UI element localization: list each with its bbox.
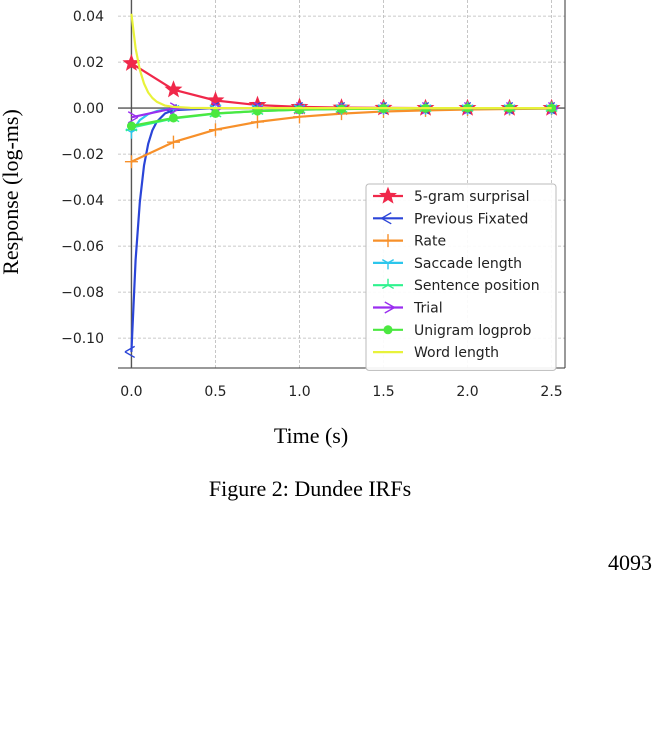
y-axis-label: Response (log-ms) [0, 109, 23, 275]
legend-item-word-length: Word length [373, 345, 499, 361]
legend-label: Unigram logprob [414, 323, 532, 339]
axes: 0.0 0.5 1.0 1.5 2.0 2.5 0.04 0.02 0.00 −0.02 −0.04… [61, 0, 566, 400]
legend-label: Word length [414, 345, 499, 361]
data-point-unigram-logprob [126, 121, 136, 131]
x-tick-label: 1.0 [288, 384, 310, 400]
data-point-previous-fixated [124, 345, 136, 359]
legend-item-5-gram-surprisal: 5-gram surprisal [373, 186, 530, 205]
data-point-saccade-length [125, 128, 138, 139]
data-point-unigram-logprob [210, 108, 220, 118]
data-point-rate [124, 155, 138, 169]
x-tick-label: 2.0 [456, 384, 478, 400]
legend-item-sentence-position: Sentence position [373, 278, 540, 294]
legend-marker [381, 212, 392, 225]
legend: 5-gram surprisal Previous Fixated Rate Sacc… [365, 183, 557, 371]
x-tick-label: 1.5 [372, 384, 394, 400]
y-tick-label: −0.06 [61, 239, 104, 255]
legend-label: Sentence position [414, 278, 540, 294]
data-point-rate [208, 123, 222, 137]
y-tick-label: −0.08 [61, 285, 104, 301]
y-tick-label: 0.00 [73, 101, 104, 117]
y-tick-label: −0.02 [61, 147, 104, 163]
x-tick-label: 0.5 [204, 384, 226, 400]
legend-frame [365, 183, 557, 371]
data-point-unigram-logprob [168, 113, 178, 123]
y-tick-label: −0.04 [61, 193, 104, 209]
x-tick-label: 2.5 [540, 384, 562, 400]
x-tick-label: 0.0 [120, 384, 142, 400]
data-point-5-gram-surprisal [164, 80, 183, 98]
legend-label: Trial [413, 301, 443, 317]
legend-label: 5-gram surprisal [414, 189, 530, 205]
legend-marker [379, 186, 397, 204]
irf-chart: 0.0 0.5 1.0 1.5 2.0 2.5 0.04 0.02 0.00 −0.02 −0.04… [0, 0, 566, 448]
data-point-unigram-logprob [294, 105, 304, 115]
figure-caption: Figure 2: Dundee IRFs [208, 476, 412, 501]
legend-marker [383, 325, 393, 335]
series-word-length [130, 13, 552, 110]
page-number: 4093 [608, 550, 652, 575]
y-tick-label: 0.04 [73, 9, 104, 25]
legend-item-unigram-logprob: Unigram logprob [373, 323, 532, 339]
legend-item-trial: Trial [373, 301, 443, 317]
legend-item-rate: Rate [373, 234, 446, 250]
legend-marker [384, 301, 395, 314]
y-tick-label: 0.02 [73, 55, 104, 71]
legend-item-saccade-length: Saccade length [373, 256, 522, 272]
y-tick-label: −0.10 [61, 331, 104, 347]
legend-marker [381, 234, 395, 248]
legend-label: Previous Fixated [414, 211, 528, 227]
data-point-rate [166, 135, 180, 149]
series-line-word-length [130, 13, 552, 110]
x-axis-label: Time (s) [274, 423, 348, 448]
legend-item-previous-fixated: Previous Fixated [373, 211, 528, 227]
legend-label: Saccade length [414, 256, 522, 272]
legend-marker [381, 278, 395, 290]
legend-marker [381, 259, 395, 270]
legend-label: Rate [414, 234, 446, 250]
data-point-rate [250, 115, 264, 129]
series-group [122, 13, 561, 359]
